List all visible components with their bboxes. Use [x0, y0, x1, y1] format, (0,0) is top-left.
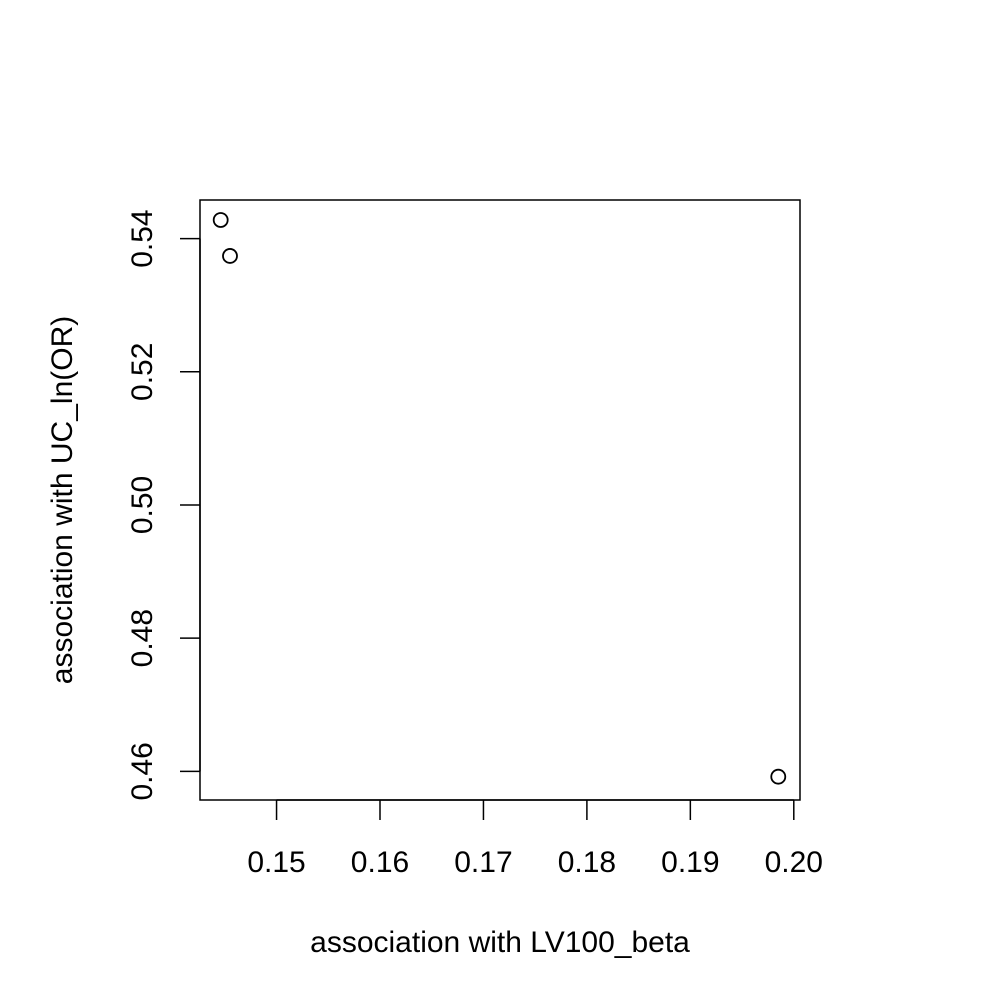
x-axis-label: association with LV100_beta [310, 926, 690, 959]
x-tick-label: 0.17 [454, 846, 512, 879]
x-tick-label: 0.19 [661, 846, 719, 879]
y-tick-label: 0.54 [126, 209, 159, 267]
x-axis: 0.15 0.16 0.17 0.18 0.19 0.20 [247, 799, 823, 879]
y-tick-label: 0.50 [126, 476, 159, 534]
data-point [212, 212, 229, 228]
y-axis-label: association with UC_ln(OR) [46, 316, 79, 684]
y-tick-label: 0.48 [126, 609, 159, 667]
x-tick-label: 0.20 [765, 846, 823, 879]
plot-frame [199, 199, 801, 801]
x-tick-label: 0.15 [247, 846, 305, 879]
y-tick-label: 0.46 [126, 742, 159, 800]
data-point [222, 248, 238, 264]
y-axis: 0.46 0.48 0.50 0.52 0.54 [126, 209, 201, 801]
data-points [212, 212, 787, 785]
x-tick-label: 0.18 [558, 846, 616, 879]
y-tick-label: 0.52 [126, 343, 159, 401]
x-tick-label: 0.16 [351, 846, 409, 879]
data-point [770, 768, 787, 785]
